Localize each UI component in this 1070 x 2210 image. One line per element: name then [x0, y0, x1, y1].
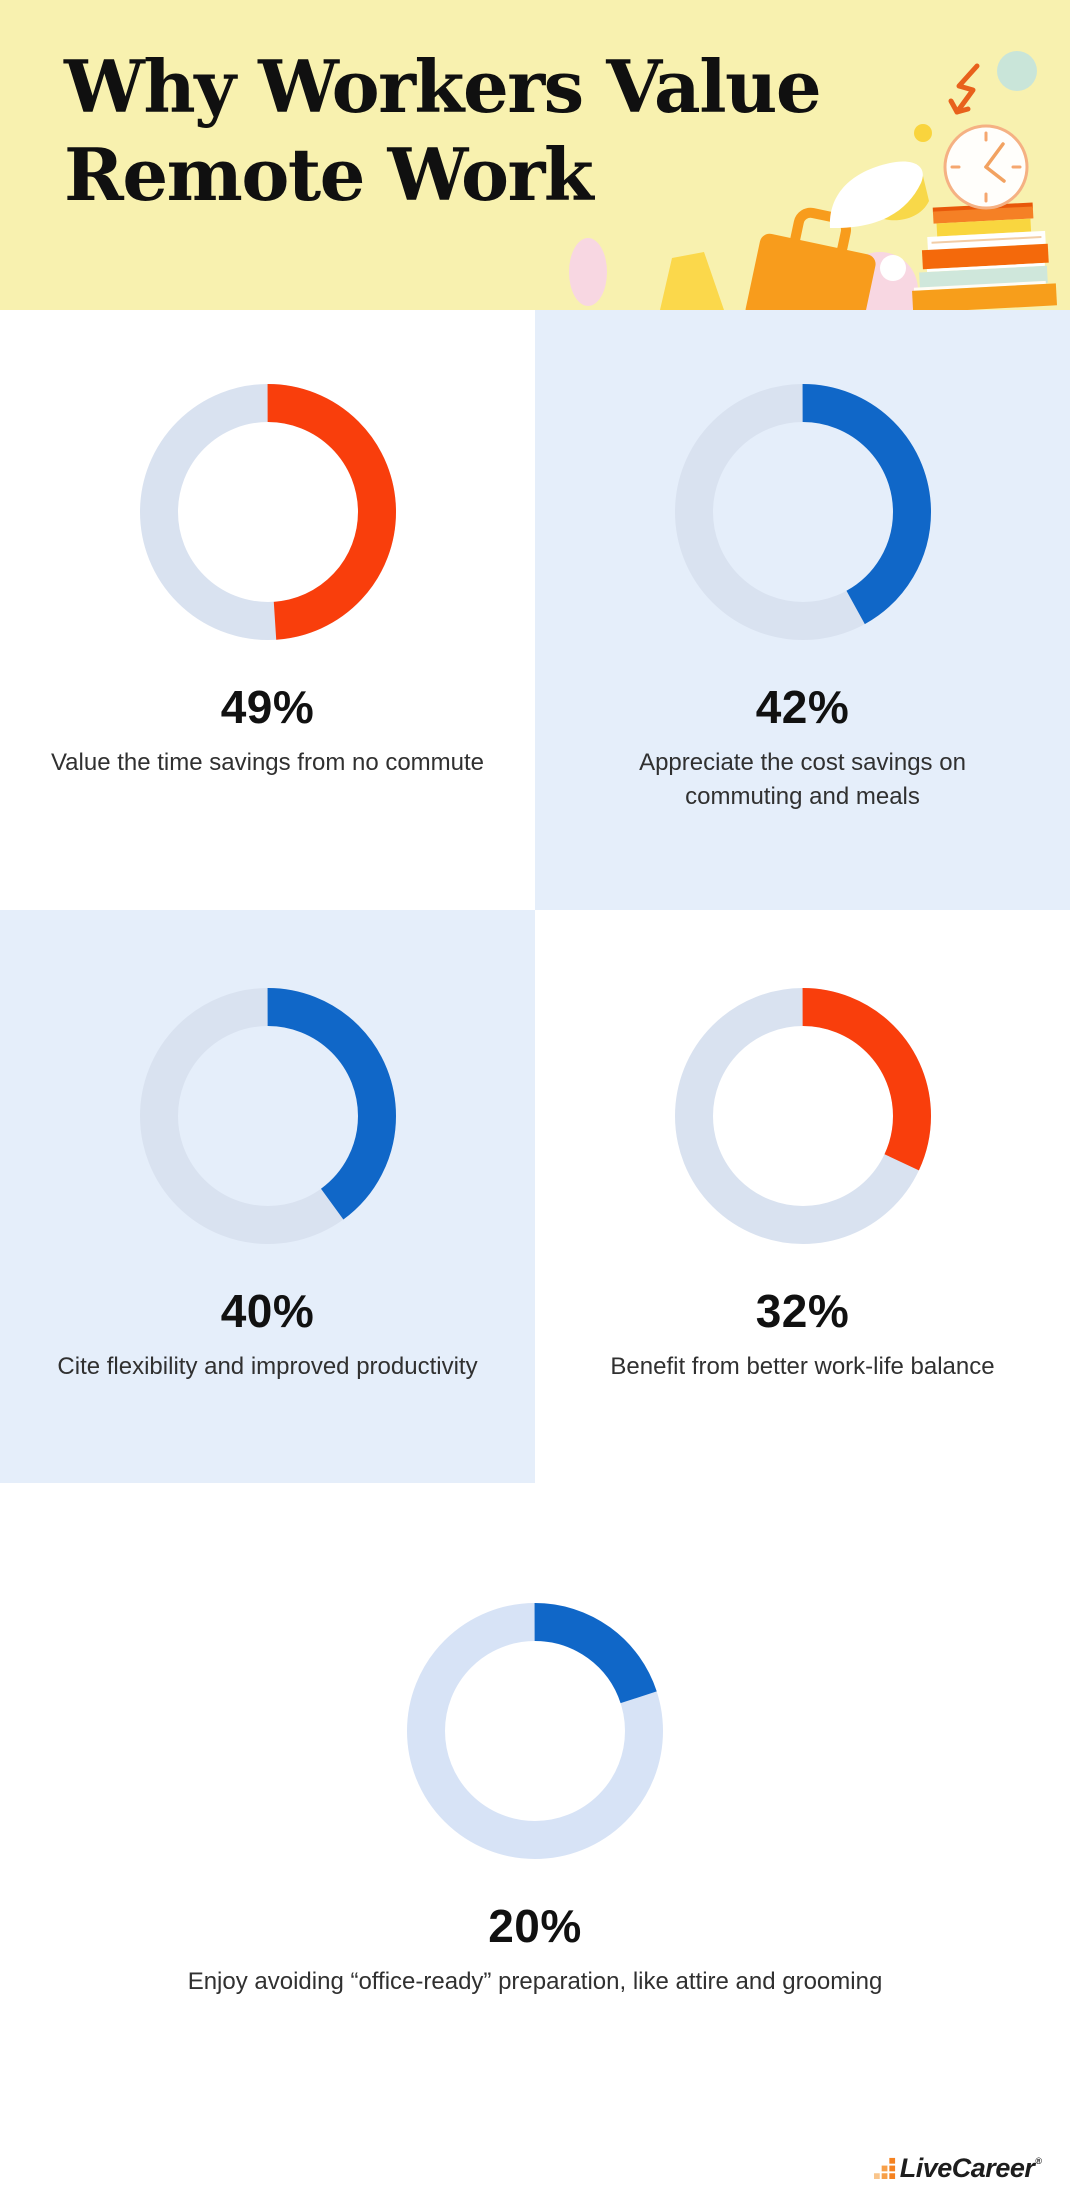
donut-chart — [674, 384, 931, 640]
stat-tile-cost-savings: 42% Appreciate the cost savings on commu… — [535, 310, 1070, 910]
briefcase-icon — [745, 207, 876, 310]
brand-logo: LiveCareer ® — [873, 2153, 1042, 2183]
book-stack-icon — [912, 202, 1057, 310]
clock-icon — [943, 124, 1029, 210]
stat-tile-time-savings: 49% Value the time savings from no commu… — [0, 310, 535, 910]
page-title: Why Workers Value Remote Work — [64, 43, 822, 219]
donut-chart — [407, 1603, 663, 1859]
stat-caption: Value the time savings from no commute — [50, 749, 485, 776]
percent-value: 32% — [755, 1285, 850, 1337]
donut-chart — [674, 988, 931, 1244]
teal-dot — [997, 51, 1037, 91]
percent-value: 20% — [488, 1900, 582, 1952]
stat-tile-work-life-balance: 32% Benefit from better work-life balanc… — [535, 910, 1070, 1483]
title-line-1: Why Workers Value — [64, 44, 822, 129]
paper-icon — [829, 161, 929, 229]
stat-caption: Benefit from better work-life balance — [610, 1353, 995, 1380]
yellow-dot — [914, 124, 932, 142]
stat-caption: Enjoy avoiding “office-ready” preparatio… — [187, 1968, 883, 1995]
lightning-icon — [948, 63, 980, 115]
stat-tile-flexibility: 40% Cite flexibility and improved produc… — [0, 910, 535, 1483]
registered-trademark: ® — [1035, 2156, 1042, 2166]
yellow-trapezoid — [660, 252, 724, 310]
donut-chart — [139, 988, 396, 1244]
brand-wordmark: LiveCareer — [899, 2153, 1035, 2183]
percent-value: 49% — [220, 681, 315, 733]
pink-ellipse — [569, 238, 607, 306]
stat-caption: Cite flexibility and improved productivi… — [57, 1353, 478, 1380]
stat-tile-office-ready: 20% Enjoy avoiding “office-ready” prepar… — [0, 1483, 1070, 2210]
livecareer-bars-icon — [873, 2157, 895, 2179]
percent-value: 42% — [755, 681, 850, 733]
stat-caption: Appreciate the cost savings on commuting… — [639, 749, 966, 810]
title-line-2: Remote Work — [64, 132, 594, 217]
percent-value: 40% — [220, 1285, 315, 1337]
header: Why Workers Value Remote Work — [0, 0, 1070, 310]
donut-chart — [139, 384, 396, 640]
header-decorations — [569, 51, 1057, 310]
